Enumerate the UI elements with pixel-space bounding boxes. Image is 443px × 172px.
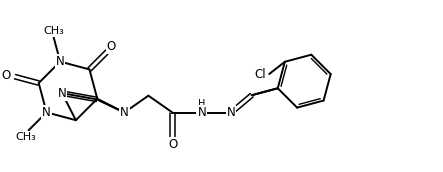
Text: O: O (169, 138, 178, 151)
Text: CH₃: CH₃ (16, 132, 36, 142)
Text: N: N (42, 106, 51, 119)
Text: N: N (58, 87, 66, 100)
Text: O: O (107, 40, 116, 53)
Text: O: O (2, 69, 11, 82)
Text: H: H (198, 99, 206, 109)
Text: Cl: Cl (255, 68, 266, 82)
Text: N: N (227, 106, 236, 119)
Text: N: N (198, 106, 206, 119)
Text: CH₃: CH₃ (44, 26, 64, 36)
Text: N: N (120, 106, 129, 119)
Text: N: N (56, 55, 65, 68)
